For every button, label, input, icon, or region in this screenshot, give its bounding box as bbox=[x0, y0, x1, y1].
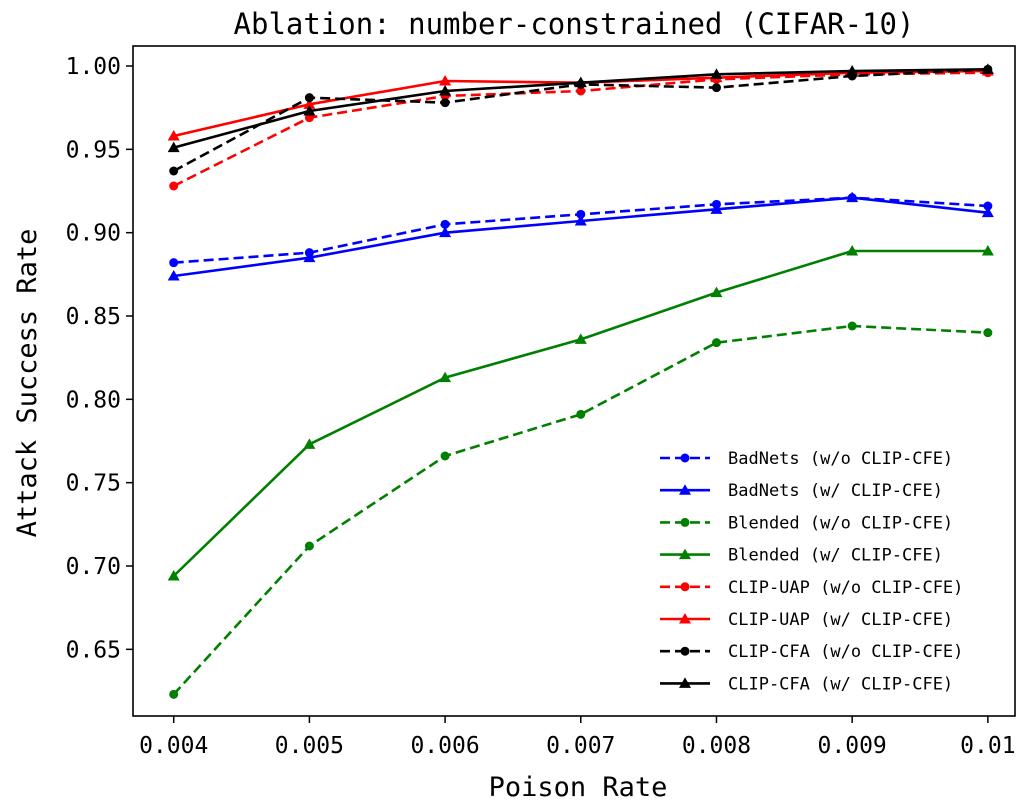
series-line bbox=[173, 196, 989, 278]
data-point bbox=[169, 689, 179, 699]
legend-label: Blended (w/ CLIP-CFE) bbox=[728, 546, 943, 566]
data-point bbox=[440, 219, 450, 229]
x-tick-label: 0.006 bbox=[410, 733, 479, 759]
data-point bbox=[846, 65, 859, 76]
data-point bbox=[981, 245, 994, 256]
data-point bbox=[167, 141, 180, 153]
legend-label: Blended (w/o CLIP-CFE) bbox=[728, 513, 953, 533]
legend-label: CLIP-CFA (w/ CLIP-CFE) bbox=[728, 674, 953, 694]
data-point bbox=[169, 181, 179, 191]
y-tick-label: 0.70 bbox=[66, 554, 121, 580]
data-point bbox=[169, 258, 179, 268]
data-point bbox=[711, 83, 721, 93]
data-point bbox=[303, 98, 316, 109]
data-point bbox=[303, 438, 316, 449]
data-point bbox=[304, 541, 314, 551]
x-tick-label: 0.01 bbox=[960, 733, 1015, 759]
y-tick-label: 0.65 bbox=[66, 637, 121, 663]
legend-label: CLIP-UAP (w/o CLIP-CFE) bbox=[728, 578, 963, 598]
data-point bbox=[576, 409, 586, 419]
x-axis-label: Poison Rate bbox=[489, 772, 668, 801]
data-point bbox=[169, 166, 179, 176]
x-tick-label: 0.009 bbox=[818, 733, 887, 759]
legend-marker bbox=[680, 582, 690, 592]
legend-marker bbox=[679, 677, 691, 688]
data-point bbox=[710, 203, 723, 214]
data-point bbox=[576, 86, 586, 96]
data-point bbox=[711, 338, 721, 348]
data-point bbox=[574, 333, 587, 344]
legend: BadNets (w/o CLIP-CFE) BadNets (w/ CLIP-C… bbox=[660, 449, 963, 694]
data-point bbox=[846, 191, 859, 203]
data-point bbox=[983, 328, 993, 338]
data-point bbox=[847, 321, 857, 331]
y-axis-label: Attack Success Rate bbox=[12, 229, 43, 538]
data-point bbox=[439, 371, 452, 383]
data-point bbox=[440, 98, 450, 108]
data-point bbox=[303, 105, 316, 116]
legend-label: BadNets (w/ CLIP-CFE) bbox=[728, 481, 943, 501]
data-point bbox=[167, 270, 180, 281]
data-point bbox=[983, 201, 993, 211]
data-point bbox=[167, 570, 180, 581]
data-point bbox=[846, 245, 859, 256]
y-tick-label: 0.75 bbox=[66, 471, 121, 497]
legend-marker bbox=[679, 613, 691, 624]
x-tick-label: 0.004 bbox=[139, 733, 208, 759]
legend-label: CLIP-UAP (w/ CLIP-CFE) bbox=[728, 610, 953, 630]
data-point bbox=[167, 130, 180, 141]
x-tick-label: 0.008 bbox=[682, 733, 751, 759]
data-point bbox=[981, 63, 994, 74]
data-point bbox=[710, 286, 723, 298]
data-point bbox=[439, 75, 452, 86]
data-point bbox=[304, 93, 314, 103]
data-point bbox=[439, 85, 452, 96]
y-tick-label: 0.80 bbox=[66, 387, 121, 413]
series-line bbox=[173, 196, 988, 264]
data-point bbox=[303, 251, 316, 263]
legend-marker bbox=[679, 548, 691, 560]
legend-label: BadNets (w/o CLIP-CFE) bbox=[728, 449, 953, 469]
data-point bbox=[710, 68, 723, 79]
legend-marker bbox=[679, 484, 691, 495]
y-tick-label: 0.95 bbox=[66, 137, 121, 163]
data-point bbox=[574, 76, 587, 88]
data-point bbox=[439, 226, 452, 238]
data-point bbox=[440, 451, 450, 461]
y-tick-label: 0.85 bbox=[66, 304, 121, 330]
legend-marker bbox=[680, 646, 690, 656]
legend-label: CLIP-CFA (w/o CLIP-CFE) bbox=[728, 642, 963, 662]
data-point bbox=[574, 215, 587, 226]
data-point bbox=[981, 206, 994, 218]
legend-marker bbox=[680, 453, 690, 463]
series-line bbox=[172, 324, 988, 696]
x-tick-label: 0.007 bbox=[546, 733, 615, 759]
y-tick-label: 1.00 bbox=[66, 54, 121, 80]
legend-marker bbox=[680, 517, 690, 527]
data-point bbox=[576, 209, 586, 219]
chart-title: Ablation: number-constrained (CIFAR-10) bbox=[234, 7, 915, 41]
plot-frame bbox=[132, 45, 1016, 717]
x-tick-label: 0.005 bbox=[275, 733, 344, 759]
y-tick-label: 0.90 bbox=[66, 221, 121, 247]
